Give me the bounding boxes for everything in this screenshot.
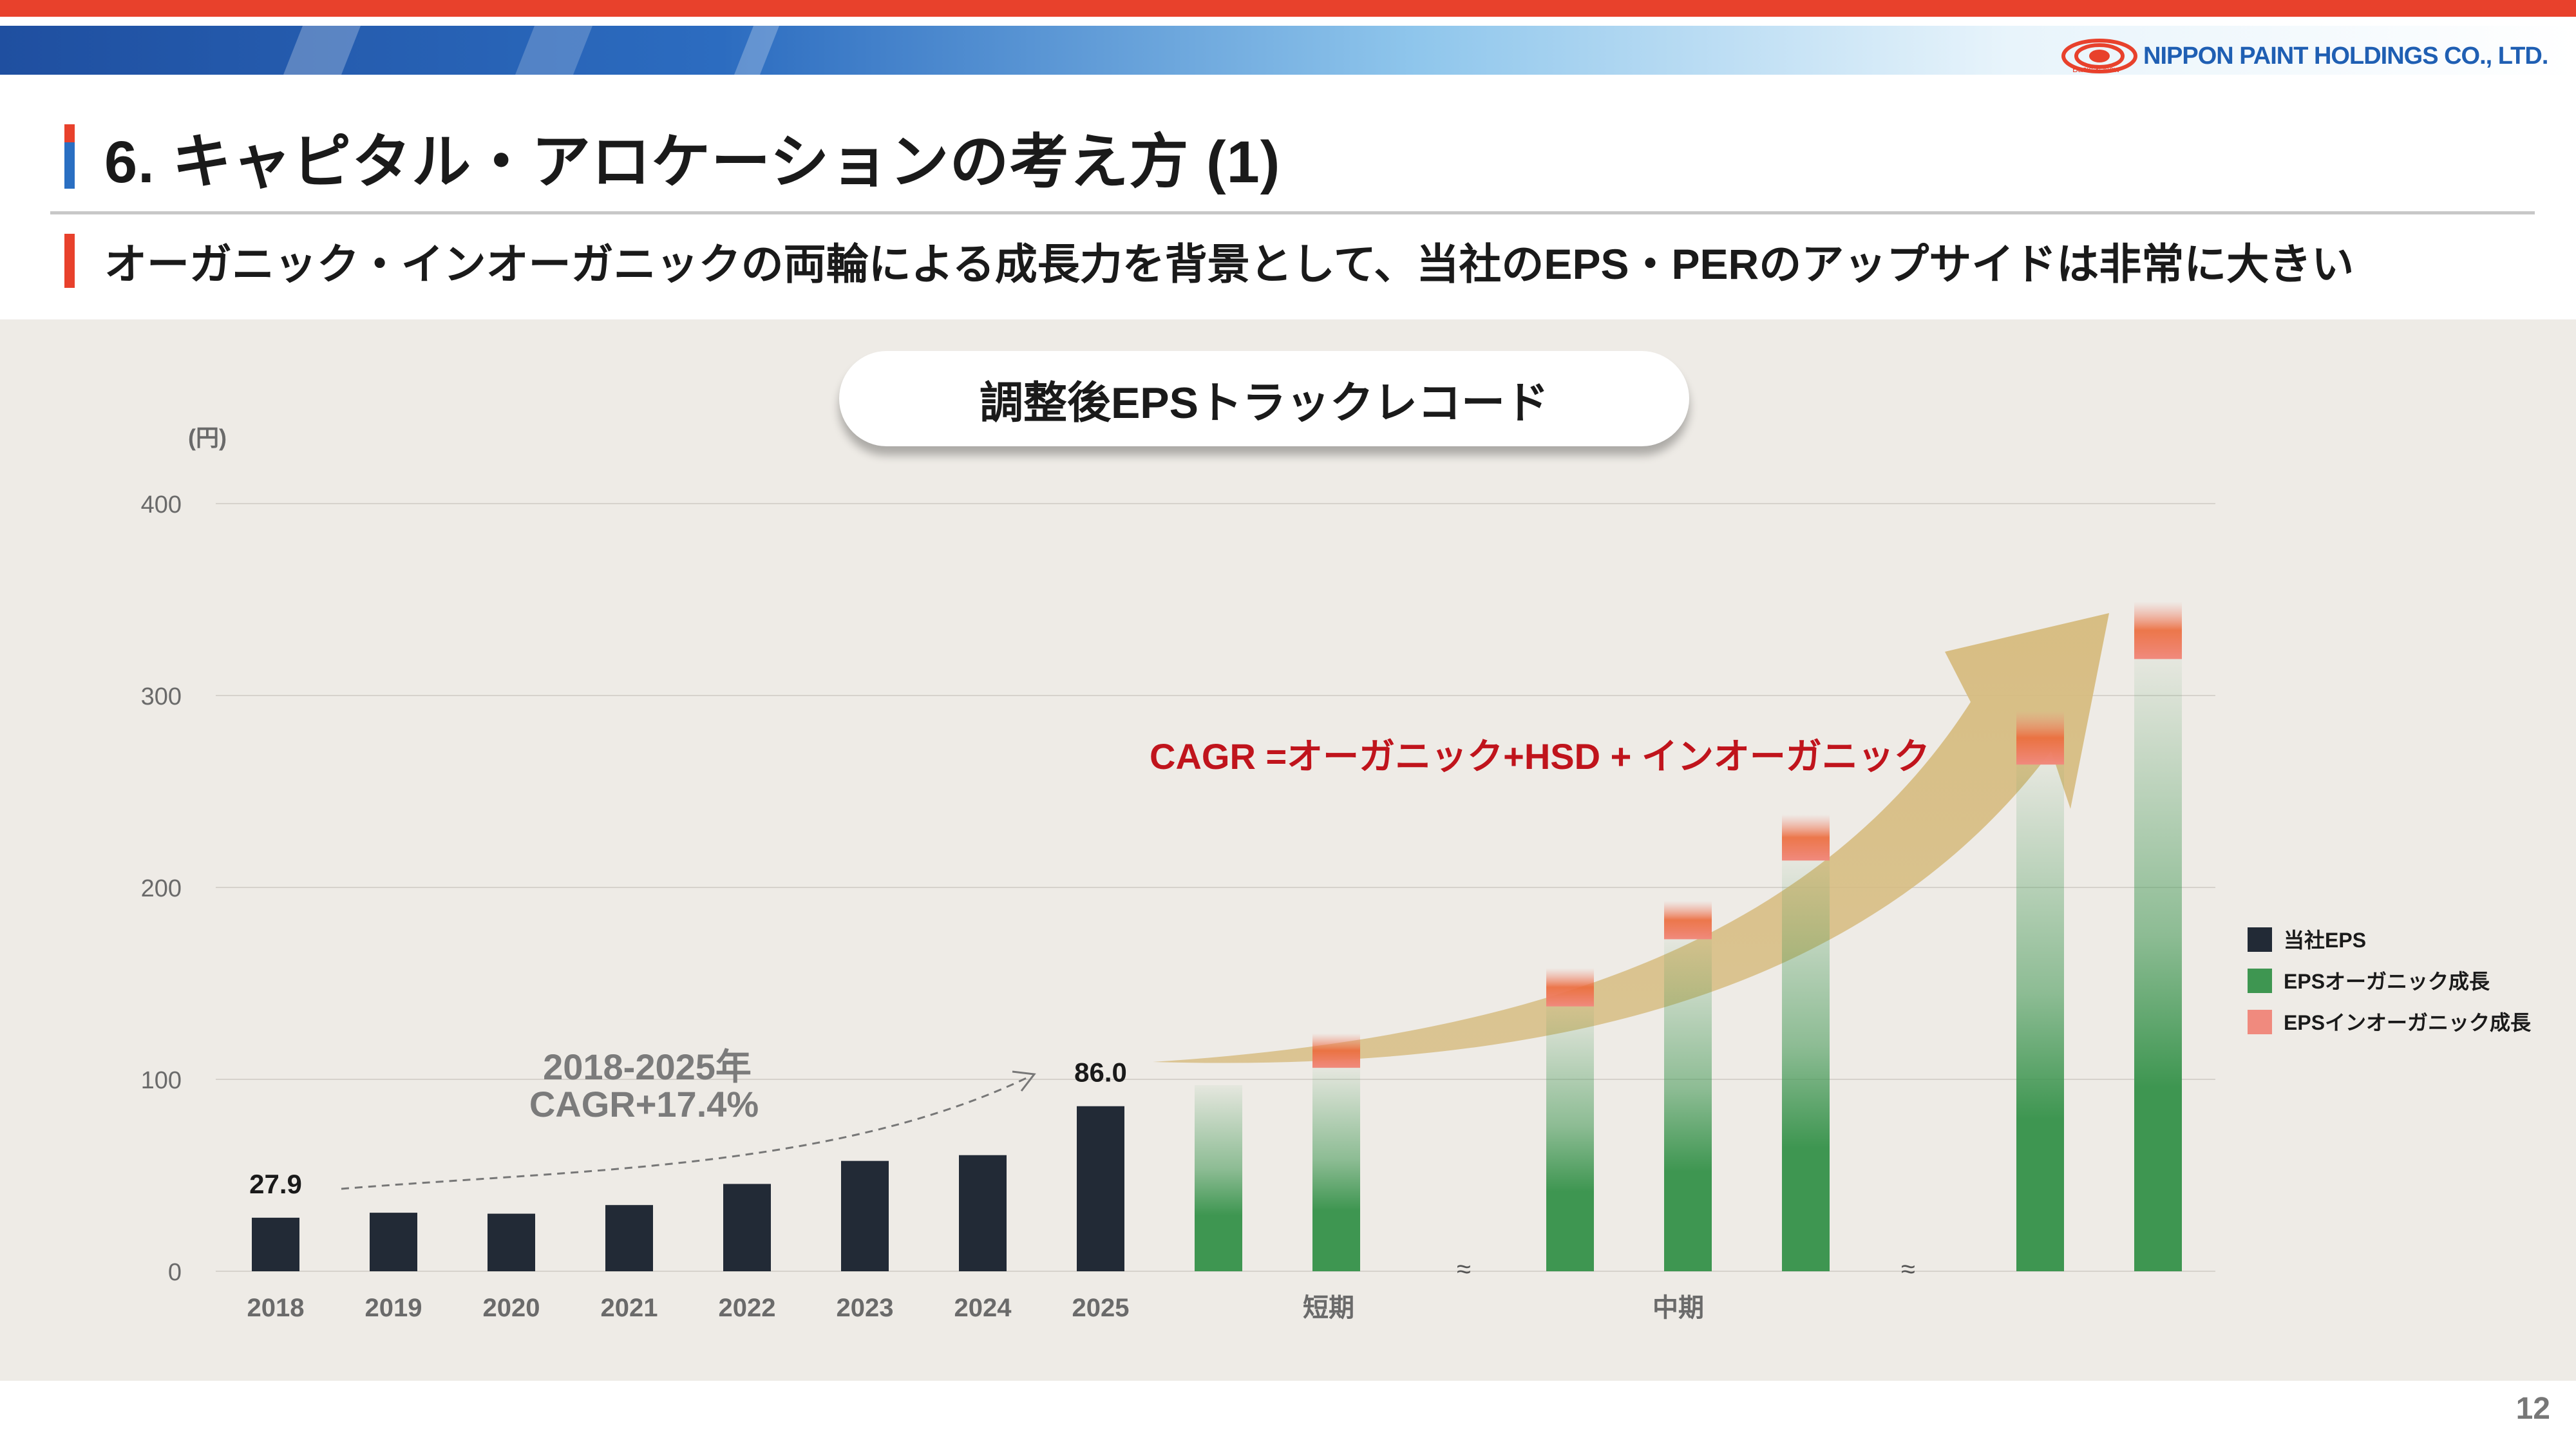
legend-label: 当社EPS [2284,929,2366,952]
y-tick-label: 400 [141,491,182,518]
eps-bar [488,1213,535,1271]
y-tick-label: 300 [141,683,182,710]
subtitle-marker [64,234,75,288]
page-title-row: 6. キャピタル・アロケーションの考え方 (1) [64,121,1280,195]
legend-swatch [2248,969,2272,993]
organic-bar [1782,860,1830,1271]
x-tick-label: 2022 [719,1294,776,1322]
x-tick-label: 2021 [601,1294,658,1322]
organic-bar [2134,659,2182,1271]
x-tick-label: 2023 [837,1294,894,1322]
eps-chart: 0 100 200 300 400 (円) 2018 27.9 2019 2020 2021 2022… [141,424,2532,1322]
growth-arrow [1153,613,2109,1063]
cagr-arrow-head [1012,1070,1036,1092]
inorganic-bar [1546,968,1594,1007]
organic-bar [2016,764,2064,1271]
top-red-stripe [0,0,2576,17]
axis-break-icon: ≈ [1457,1255,1471,1283]
y-tick-label: 0 [168,1259,182,1286]
organic-bar [1195,1084,1242,1271]
company-tagline: Basic & New [2072,64,2120,74]
x-tick-label: 2018 [247,1294,305,1322]
y-tick-label: 100 [141,1067,182,1094]
subtitle-row: オーガニック・インオーガニックの両輪による成長力を背景として、当社のEPS・PE… [64,232,2354,290]
x-tick-label: 2020 [483,1294,540,1322]
title-marker [64,124,75,189]
page-number: 12 [2515,1392,2550,1426]
x-group-label-mid-term: 中期 [1653,1294,1704,1322]
x-tick-label: 2024 [954,1294,1012,1322]
x-tick-label: 2019 [365,1294,422,1322]
eps-bar [841,1160,889,1271]
cagr-future-label: CAGR =オーガニック+HSD + インオーガニック [1150,736,1930,777]
top-blue-band [0,26,2576,75]
x-group-label-short-term: 短期 [1303,1294,1354,1322]
axis-break-icon: ≈ [1901,1255,1915,1283]
eps-data-label: 27.9 [249,1169,302,1199]
inorganic-bar [1312,1033,1360,1068]
chart-title-pill: 調整後EPSトラックレコード [839,351,1689,446]
eps-bar [959,1155,1007,1271]
chart-title: 調整後EPSトラックレコード [979,378,1549,428]
company-name: NIPPON PAINT HOLDINGS CO., LTD. [2143,42,2548,70]
legend-swatch [2248,1010,2272,1034]
organic-bar [1664,939,1712,1271]
eps-bar [605,1205,653,1271]
page-subtitle: オーガニック・インオーガニックの両輪による成長力を背景として、当社のEPS・PE… [104,240,2354,288]
cagr-hist-line1: 2018-2025年 [543,1046,752,1087]
company-logo: NIPPON PAINT HOLDINGS CO., LTD. [2061,33,2548,79]
inorganic-bar [1782,814,1830,861]
logo-icon [2061,39,2137,73]
cagr-hist-line2: CAGR+17.4% [529,1084,759,1124]
organic-bar [1546,1006,1594,1271]
eps-bar [370,1213,417,1271]
legend-swatch [2248,927,2272,952]
inorganic-bar [2134,601,2182,659]
legend-label: EPSオーガニック成長 [2284,970,2490,993]
y-tick-label: 200 [141,875,182,902]
organic-bar [1312,1068,1360,1271]
y-axis-unit: (円) [188,424,227,451]
eps-bar [1077,1106,1124,1271]
inorganic-bar [2016,710,2064,765]
inorganic-bar [1664,900,1712,940]
page-title: 6. キャピタル・アロケーションの考え方 (1) [104,129,1281,195]
title-divider [50,211,2535,214]
x-tick-label: 2025 [1072,1294,1130,1322]
legend-label: EPSインオーガニック成長 [2284,1011,2532,1034]
eps-bar [723,1184,771,1271]
eps-data-label: 86.0 [1074,1057,1127,1088]
eps-bar [252,1217,299,1271]
